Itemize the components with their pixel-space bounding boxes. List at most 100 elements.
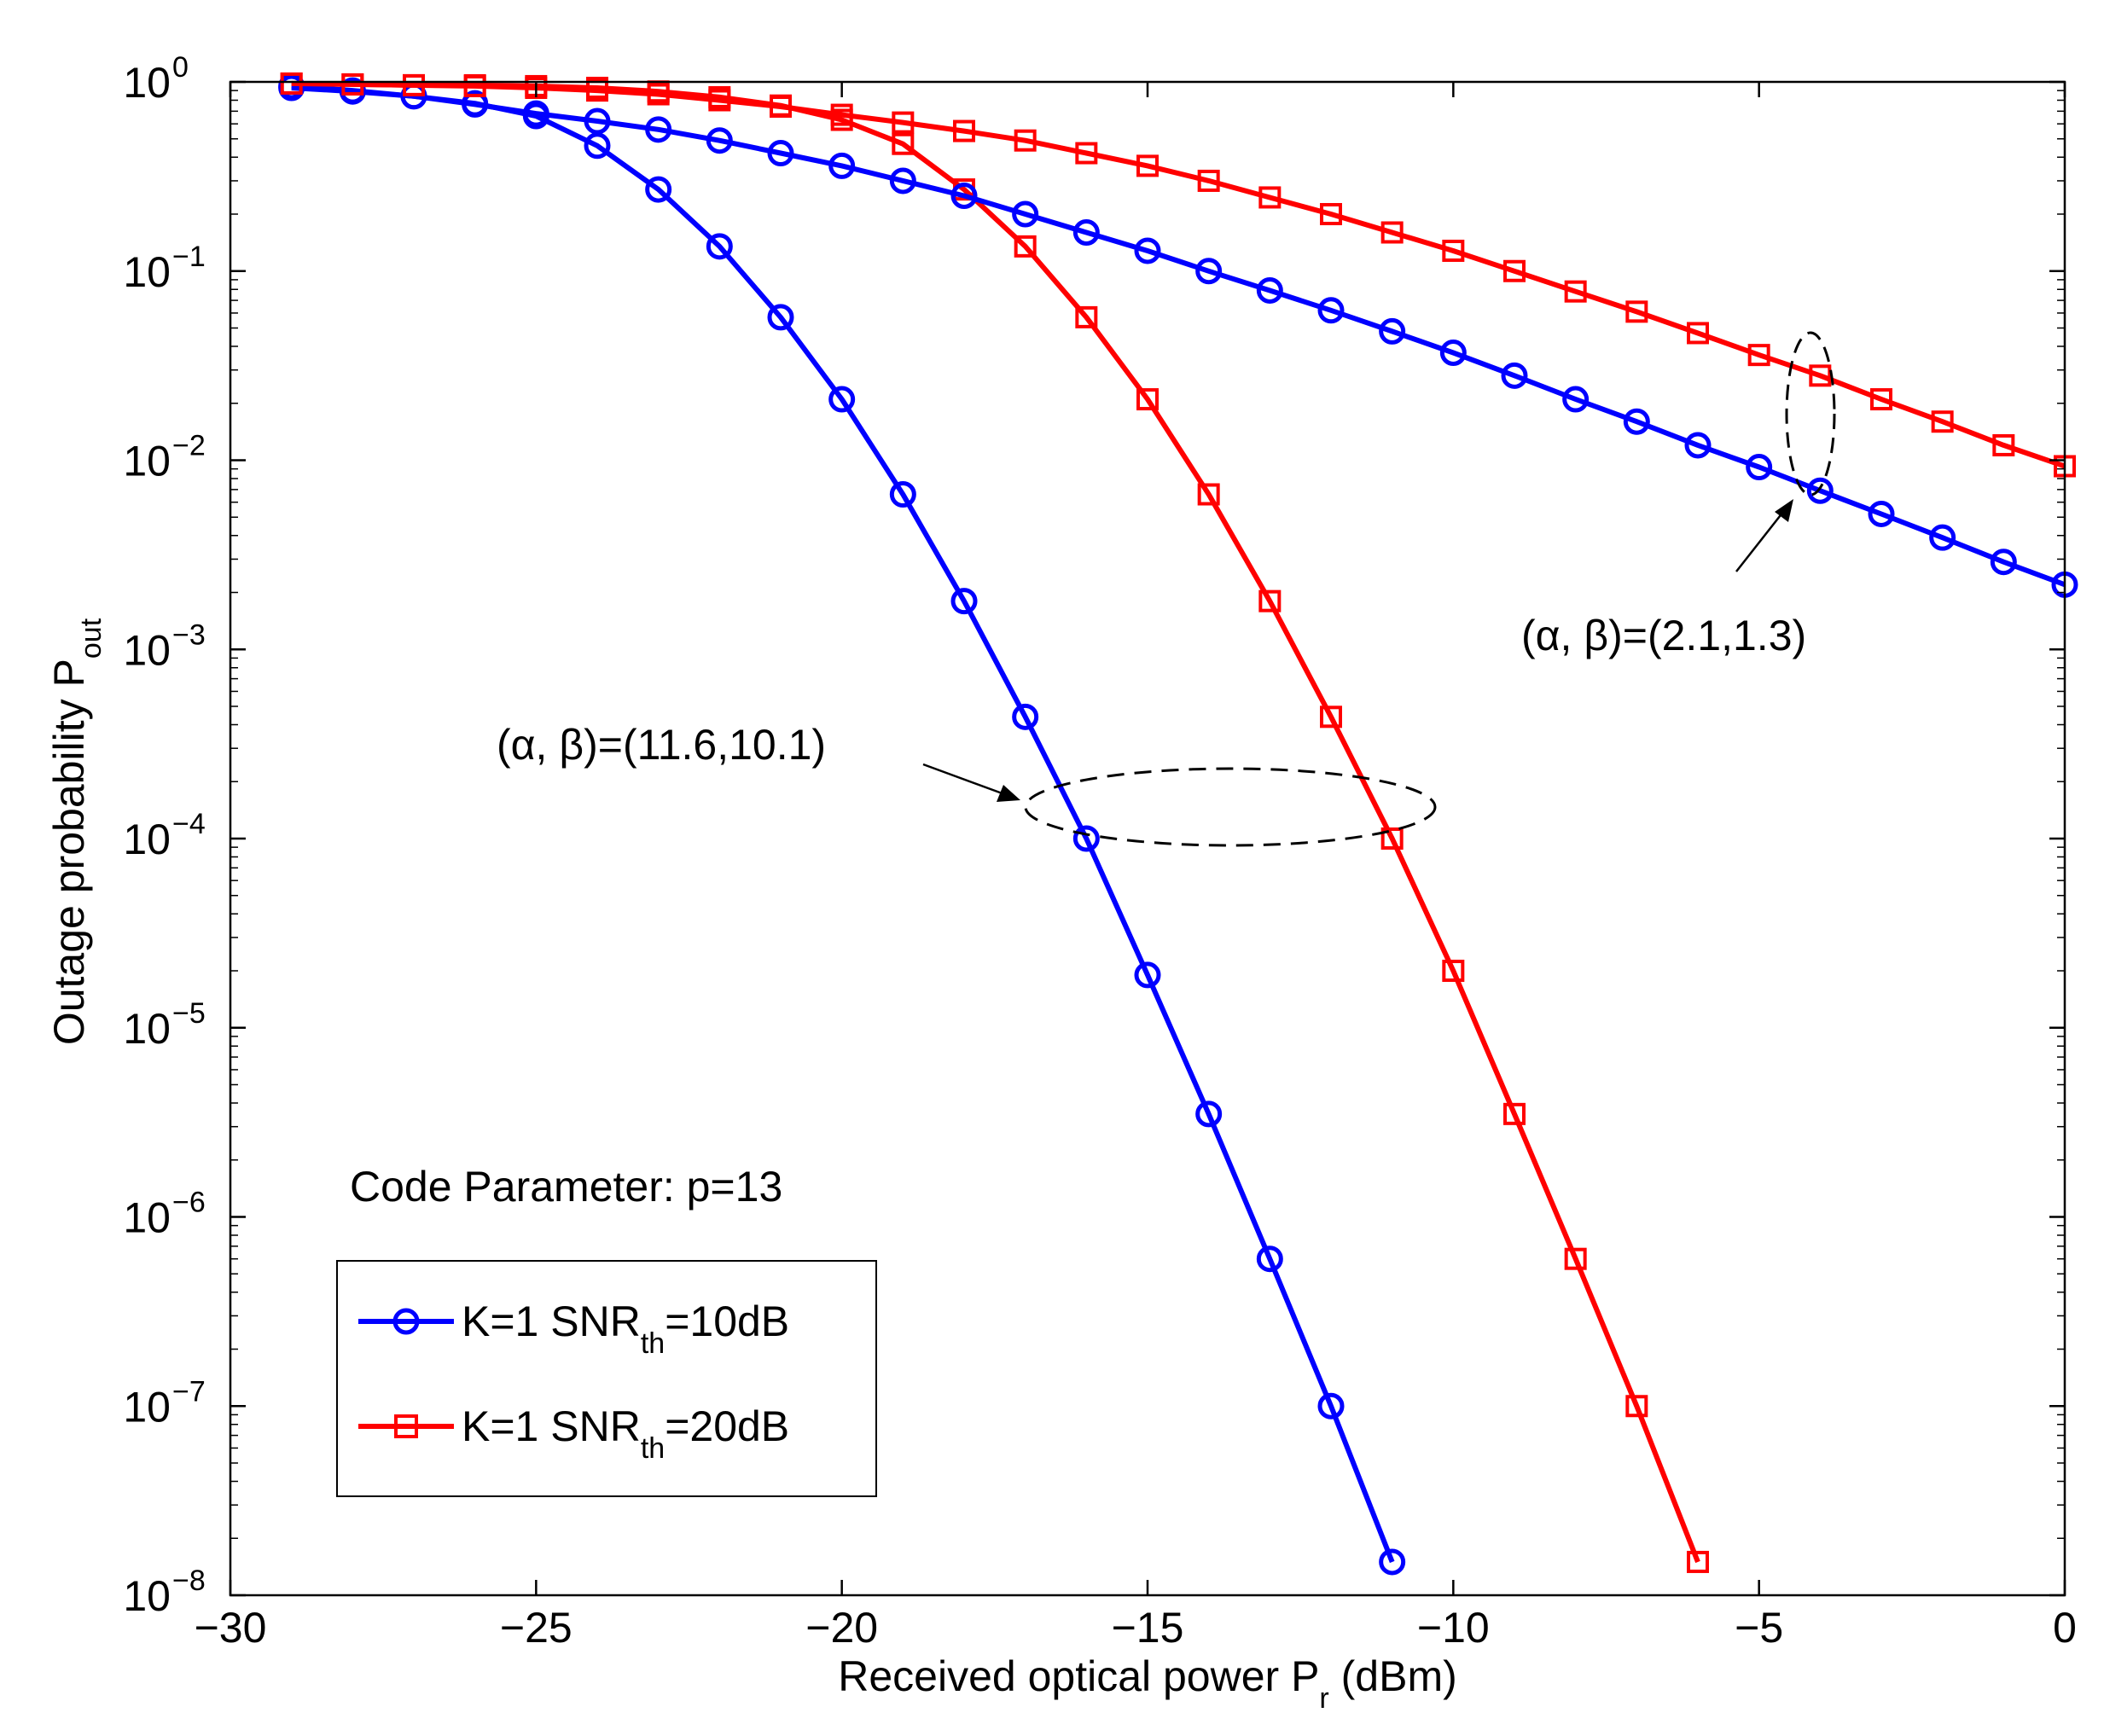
data-point	[830, 103, 853, 126]
data-point	[1990, 549, 2017, 576]
data-point	[1992, 433, 2015, 456]
series-2	[278, 73, 2078, 598]
data-point	[1195, 258, 1223, 285]
data-point	[892, 111, 915, 134]
x-tick-labels: −30 −25 −20 −15 −10 −5 0	[195, 1604, 2077, 1652]
data-point	[1747, 344, 1770, 367]
shallow-annotation-arrow-line	[1735, 511, 1784, 572]
data-point	[1931, 410, 1954, 433]
data-point	[1134, 237, 1161, 264]
data-point	[1136, 388, 1159, 411]
data-point	[1136, 154, 1159, 177]
y-tick-exponent: −7	[172, 1375, 206, 1408]
data-point	[462, 90, 489, 118]
data-point	[1195, 1100, 1223, 1128]
data-point	[1258, 186, 1282, 209]
y-tick-exponent: −4	[172, 808, 206, 840]
x-tick-label: −25	[500, 1604, 572, 1652]
data-point	[647, 83, 670, 106]
data-point	[341, 73, 364, 96]
data-point	[280, 72, 303, 95]
data-point	[1197, 483, 1220, 506]
data-point	[767, 140, 794, 167]
data-point	[1379, 1548, 1406, 1576]
code-parameter-label: Code Parameter: p=13	[350, 1163, 782, 1211]
data-point	[1687, 1550, 1709, 1573]
data-point	[889, 167, 916, 195]
y-tick-exponent: −5	[172, 997, 206, 1030]
data-point	[1320, 202, 1342, 225]
data-point	[1256, 276, 1283, 304]
data-point	[1197, 169, 1220, 192]
x-axis-title: Received optical power Pr (dBm)	[838, 1652, 1457, 1715]
y-tick-label: 10	[123, 248, 171, 296]
data-point	[1072, 218, 1100, 246]
x-tick-label: −5	[1735, 1604, 1783, 1652]
data-point	[1806, 477, 1834, 504]
data-point	[708, 89, 731, 112]
data-point	[645, 176, 672, 203]
y-tick-label: 10	[123, 1005, 171, 1053]
y-tick-label: 10	[123, 1194, 171, 1242]
x-tick-label: −30	[195, 1604, 267, 1652]
data-point	[950, 183, 978, 210]
data-point	[1012, 200, 1039, 228]
steep-annotation-arrowhead	[997, 785, 1020, 802]
data-point	[1256, 1245, 1283, 1273]
legend-box	[336, 1260, 877, 1497]
steep-curves-label: (α, β)=(11.6,10.1)	[497, 721, 826, 769]
data-point	[1503, 1102, 1526, 1125]
legend-entry-snr20: K=1 SNRth=20dB	[358, 1402, 789, 1465]
data-point	[584, 107, 611, 135]
data-point	[706, 127, 733, 154]
y-tick-label: 10	[123, 438, 171, 485]
data-point	[1258, 589, 1282, 613]
data-point	[1014, 129, 1037, 152]
shallow-annotation-arrowhead	[1775, 499, 1793, 522]
legend-label-snr20: K=1 SNRth=20dB	[462, 1402, 789, 1465]
data-point	[1439, 340, 1467, 367]
legend-label-snr10: K=1 SNRth=10dB	[462, 1298, 789, 1360]
data-point	[1014, 235, 1037, 258]
data-point	[1380, 827, 1404, 850]
data-point	[1320, 705, 1342, 729]
y-tick-label: 10	[123, 1572, 171, 1620]
data-point	[1379, 317, 1406, 345]
data-point	[522, 100, 549, 127]
data-point	[892, 132, 915, 155]
data-point	[463, 74, 486, 97]
y-tick-label: 10	[123, 816, 171, 863]
data-point	[770, 95, 792, 118]
data-point	[1625, 300, 1648, 323]
tick-layer	[229, 80, 2066, 1597]
data-point	[828, 152, 856, 179]
data-point	[1012, 703, 1039, 730]
data-point	[1625, 1395, 1648, 1418]
data-point	[953, 119, 975, 142]
x-tick-label: −10	[1417, 1604, 1490, 1652]
data-point	[1503, 259, 1526, 282]
y-tick-exponent: 0	[172, 51, 189, 84]
y-tick-label: 10	[123, 59, 171, 107]
data-point	[1809, 364, 1832, 387]
data-point	[706, 233, 733, 260]
y-tick-exponent: −1	[172, 241, 206, 273]
x-tick-label: −20	[805, 1604, 878, 1652]
y-tick-label: 10	[123, 1383, 171, 1431]
legend-marker-snr20	[394, 1414, 418, 1438]
y-tick-exponent: −6	[172, 1187, 206, 1219]
data-point	[1564, 1247, 1587, 1270]
steep-curves-ellipse	[1024, 767, 1437, 847]
series-layer	[278, 72, 2078, 1576]
data-point	[403, 73, 425, 96]
data-point	[1687, 322, 1709, 345]
shallow-curves-label: (α, β)=(2.1,1.3)	[1521, 612, 1806, 659]
legend: K=1 SNRth=10dB K=1 SNRth=20dB	[336, 1260, 877, 1497]
x-tick-label: 0	[2053, 1604, 2077, 1652]
data-point	[950, 588, 978, 615]
y-tick-label: 10	[123, 626, 171, 674]
y-axis-title: Outage probability Pout	[45, 618, 108, 1045]
data-point	[889, 481, 916, 508]
